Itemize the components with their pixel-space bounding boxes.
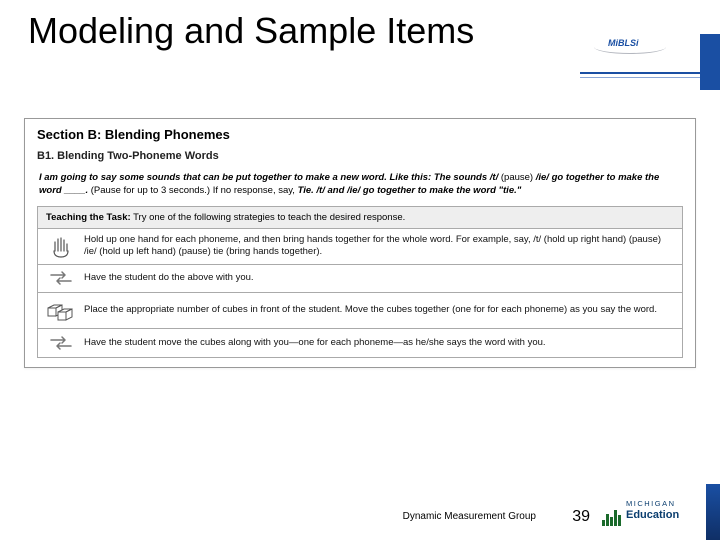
task-row: Have the student move the cubes along wi… (38, 329, 682, 357)
footer: Dynamic Measurement Group 39 MICHIGAN Ed… (0, 494, 720, 528)
logo-bars-icon (602, 510, 621, 526)
instruction-prompt: I am going to say some sounds that can b… (25, 168, 695, 206)
repeat-arrows-icon (38, 269, 84, 287)
task-text: Have the student move the cubes along wi… (84, 333, 682, 353)
slide-title: Modeling and Sample Items (28, 10, 474, 52)
page-number: 39 (572, 508, 590, 526)
teaching-task-header-rest: Try one of the following strategies to t… (131, 212, 406, 223)
section-heading: Section B: Blending Phonemes (25, 119, 695, 144)
prompt-part-1: I am going to say some sounds that can b… (39, 172, 498, 183)
brand-small-text: MiBLSi (608, 38, 639, 48)
footer-blue-column (706, 484, 720, 540)
michigan-education-logo: MICHIGAN Education (602, 496, 702, 528)
prompt-part-3: Tie. /t/ and /ie/ go together to make th… (298, 185, 522, 196)
footer-credit: Dynamic Measurement Group (403, 511, 536, 522)
task-row: Place the appropriate number of cubes in… (38, 293, 682, 329)
task-row: Hold up one hand for each phoneme, and t… (38, 229, 682, 265)
content-frame: Section B: Blending Phonemes B1. Blendin… (24, 118, 696, 368)
teaching-task-header-bold: Teaching the Task: (46, 212, 131, 223)
brand-blue-bar (700, 34, 720, 90)
logo-text-bottom: Education (626, 509, 679, 521)
task-text: Place the appropriate number of cubes in… (84, 300, 682, 320)
prompt-plain: (Pause for up to 3 seconds.) If no respo… (91, 185, 298, 196)
task-text: Have the student do the above with you. (84, 268, 682, 288)
task-row: Have the student do the above with you. (38, 265, 682, 293)
teaching-task-header: Teaching the Task: Try one of the follow… (38, 207, 682, 229)
brand-strip: MiBLSi (580, 34, 720, 90)
hand-icon (38, 231, 84, 261)
repeat-arrows-icon (38, 334, 84, 352)
section-subheading: B1. Blending Two-Phoneme Words (25, 144, 695, 168)
cubes-icon (38, 296, 84, 324)
logo-text-top: MICHIGAN (626, 499, 676, 508)
prompt-pause-1: (pause) (498, 172, 536, 183)
brand-rule-lines (580, 72, 700, 81)
task-text: Hold up one hand for each phoneme, and t… (84, 230, 682, 262)
teaching-task-box: Teaching the Task: Try one of the follow… (37, 206, 683, 358)
